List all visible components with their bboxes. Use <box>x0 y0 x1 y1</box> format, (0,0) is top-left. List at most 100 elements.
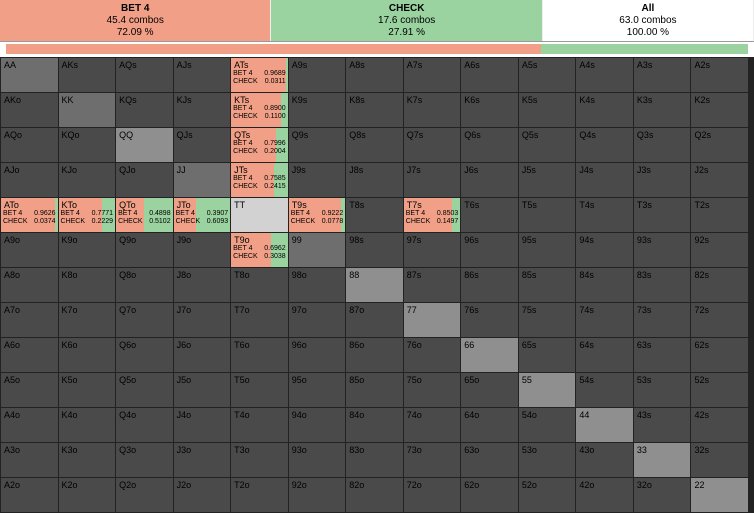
hand-cell-Q6o[interactable]: Q6o <box>116 338 173 372</box>
hand-cell-93o[interactable]: 93o <box>289 443 346 477</box>
hand-cell-K9o[interactable]: K9o <box>59 233 116 267</box>
hand-cell-J2o[interactable]: J2o <box>174 478 231 512</box>
hand-cell-43o[interactable]: 43o <box>576 443 633 477</box>
hand-cell-63o[interactable]: 63o <box>461 443 518 477</box>
hand-cell-TT[interactable]: TT <box>231 198 288 232</box>
hand-cell-62s[interactable]: 62s <box>691 338 748 372</box>
hand-cell-T6s[interactable]: T6s <box>461 198 518 232</box>
hand-cell-JJ[interactable]: JJ <box>174 163 231 197</box>
hand-cell-T3s[interactable]: T3s <box>634 198 691 232</box>
hand-cell-22[interactable]: 22 <box>691 478 748 512</box>
hand-cell-K6s[interactable]: K6s <box>461 93 518 127</box>
hand-cell-Q7o[interactable]: Q7o <box>116 303 173 337</box>
hand-cell-33[interactable]: 33 <box>634 443 691 477</box>
hand-cell-K6o[interactable]: K6o <box>59 338 116 372</box>
hand-cell-87s[interactable]: 87s <box>404 268 461 302</box>
hand-cell-A9s[interactable]: A9s <box>289 58 346 92</box>
hand-cell-T4s[interactable]: T4s <box>576 198 633 232</box>
hand-cell-77[interactable]: 77 <box>404 303 461 337</box>
hand-cell-K3o[interactable]: K3o <box>59 443 116 477</box>
hand-cell-A2o[interactable]: A2o <box>1 478 58 512</box>
hand-cell-J3s[interactable]: J3s <box>634 163 691 197</box>
hand-cell-Q4o[interactable]: Q4o <box>116 408 173 442</box>
hand-cell-95s[interactable]: 95s <box>519 233 576 267</box>
hand-cell-K9s[interactable]: K9s <box>289 93 346 127</box>
hand-cell-Q4s[interactable]: Q4s <box>576 128 633 162</box>
hand-cell-96s[interactable]: 96s <box>461 233 518 267</box>
hand-cell-K7s[interactable]: K7s <box>404 93 461 127</box>
hand-cell-AA[interactable]: AA <box>1 58 58 92</box>
hand-cell-KJs[interactable]: KJs <box>174 93 231 127</box>
hand-cell-76s[interactable]: 76s <box>461 303 518 337</box>
hand-cell-K5s[interactable]: K5s <box>519 93 576 127</box>
hand-cell-KTo[interactable]: BET 40.7771CHECK0.2229KTo <box>59 198 116 232</box>
hand-cell-T6o[interactable]: T6o <box>231 338 288 372</box>
hand-cell-86s[interactable]: 86s <box>461 268 518 302</box>
hand-cell-Q6s[interactable]: Q6s <box>461 128 518 162</box>
hand-cell-J9s[interactable]: J9s <box>289 163 346 197</box>
hand-cell-J8s[interactable]: J8s <box>346 163 403 197</box>
hand-cell-92o[interactable]: 92o <box>289 478 346 512</box>
hand-cell-T7s[interactable]: BET 40.8503CHECK0.1497T7s <box>404 198 461 232</box>
hand-cell-KQs[interactable]: KQs <box>116 93 173 127</box>
header-section[interactable]: All63.0 combos100.00 % <box>543 0 754 41</box>
hand-cell-A4o[interactable]: A4o <box>1 408 58 442</box>
hand-cell-94s[interactable]: 94s <box>576 233 633 267</box>
hand-cell-A3s[interactable]: A3s <box>634 58 691 92</box>
hand-cell-Q2s[interactable]: Q2s <box>691 128 748 162</box>
hand-cell-K8o[interactable]: K8o <box>59 268 116 302</box>
hand-cell-J6s[interactable]: J6s <box>461 163 518 197</box>
hand-cell-75o[interactable]: 75o <box>404 373 461 407</box>
hand-cell-A7o[interactable]: A7o <box>1 303 58 337</box>
hand-cell-93s[interactable]: 93s <box>634 233 691 267</box>
hand-cell-62o[interactable]: 62o <box>461 478 518 512</box>
hand-cell-85o[interactable]: 85o <box>346 373 403 407</box>
hand-cell-54o[interactable]: 54o <box>519 408 576 442</box>
hand-cell-ATo[interactable]: BET 40.9626CHECK0.0374ATo <box>1 198 58 232</box>
hand-cell-AQo[interactable]: AQo <box>1 128 58 162</box>
hand-cell-Q3s[interactable]: Q3s <box>634 128 691 162</box>
hand-cell-A5s[interactable]: A5s <box>519 58 576 92</box>
hand-cell-55[interactable]: 55 <box>519 373 576 407</box>
hand-cell-A8s[interactable]: A8s <box>346 58 403 92</box>
hand-cell-84o[interactable]: 84o <box>346 408 403 442</box>
hand-cell-52o[interactable]: 52o <box>519 478 576 512</box>
hand-cell-K5o[interactable]: K5o <box>59 373 116 407</box>
hand-cell-32o[interactable]: 32o <box>634 478 691 512</box>
hand-cell-T3o[interactable]: T3o <box>231 443 288 477</box>
hand-cell-QJs[interactable]: QJs <box>174 128 231 162</box>
hand-cell-98s[interactable]: 98s <box>346 233 403 267</box>
hand-cell-J4o[interactable]: J4o <box>174 408 231 442</box>
hand-cell-T8o[interactable]: T8o <box>231 268 288 302</box>
hand-cell-K3s[interactable]: K3s <box>634 93 691 127</box>
hand-cell-97o[interactable]: 97o <box>289 303 346 337</box>
hand-cell-KQo[interactable]: KQo <box>59 128 116 162</box>
hand-cell-T2s[interactable]: T2s <box>691 198 748 232</box>
hand-cell-99[interactable]: 99 <box>289 233 346 267</box>
hand-cell-Q9s[interactable]: Q9s <box>289 128 346 162</box>
hand-cell-K2s[interactable]: K2s <box>691 93 748 127</box>
hand-cell-83s[interactable]: 83s <box>634 268 691 302</box>
hand-cell-A5o[interactable]: A5o <box>1 373 58 407</box>
hand-cell-76o[interactable]: 76o <box>404 338 461 372</box>
hand-cell-QQ[interactable]: QQ <box>116 128 173 162</box>
hand-cell-98o[interactable]: 98o <box>289 268 346 302</box>
hand-cell-QTo[interactable]: BET 40.4898CHECK0.5102QTo <box>116 198 173 232</box>
hand-cell-65o[interactable]: 65o <box>461 373 518 407</box>
hand-cell-T5o[interactable]: T5o <box>231 373 288 407</box>
hand-cell-82o[interactable]: 82o <box>346 478 403 512</box>
hand-cell-A3o[interactable]: A3o <box>1 443 58 477</box>
hand-cell-A4s[interactable]: A4s <box>576 58 633 92</box>
hand-cell-AKs[interactable]: AKs <box>59 58 116 92</box>
hand-cell-AJo[interactable]: AJo <box>1 163 58 197</box>
hand-cell-63s[interactable]: 63s <box>634 338 691 372</box>
hand-cell-85s[interactable]: 85s <box>519 268 576 302</box>
hand-cell-J2s[interactable]: J2s <box>691 163 748 197</box>
hand-cell-Q8o[interactable]: Q8o <box>116 268 173 302</box>
hand-cell-KTs[interactable]: BET 40.8900CHECK0.1100KTs <box>231 93 288 127</box>
hand-cell-AQs[interactable]: AQs <box>116 58 173 92</box>
hand-cell-73o[interactable]: 73o <box>404 443 461 477</box>
hand-cell-T9s[interactable]: BET 40.9222CHECK0.0778T9s <box>289 198 346 232</box>
hand-cell-64o[interactable]: 64o <box>461 408 518 442</box>
hand-cell-84s[interactable]: 84s <box>576 268 633 302</box>
